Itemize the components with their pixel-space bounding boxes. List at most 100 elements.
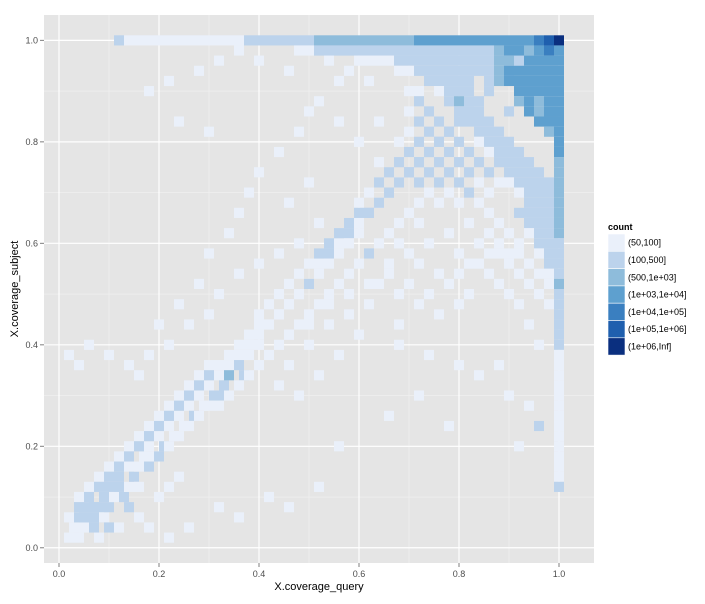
- heatmap-cell: [234, 360, 244, 371]
- heatmap-cell: [514, 299, 524, 310]
- heatmap-cell: [404, 278, 414, 289]
- heatmap-cell: [514, 207, 524, 218]
- legend-label: (1e+04,1e+05]: [628, 307, 687, 317]
- heatmap-cell: [344, 65, 354, 76]
- heatmap-cell: [534, 65, 544, 76]
- heatmap-cell: [454, 96, 464, 107]
- heatmap-cell: [544, 65, 554, 76]
- heatmap-cell: [504, 289, 514, 300]
- heatmap-cell: [94, 502, 104, 513]
- heatmap-cell: [194, 380, 204, 391]
- heatmap-cell: [74, 491, 84, 503]
- heatmap-cell: [484, 86, 494, 97]
- heatmap-cell: [404, 126, 414, 137]
- heatmap-cell: [444, 167, 454, 178]
- heatmap-cell: [554, 177, 564, 188]
- heatmap-cell: [334, 248, 344, 259]
- heatmap-cell: [534, 289, 544, 300]
- heatmap-cell: [554, 410, 564, 421]
- heatmap-cell: [544, 248, 554, 259]
- heatmap-cell: [524, 55, 534, 66]
- heatmap-cell: [524, 400, 534, 411]
- heatmap-cell: [174, 390, 184, 401]
- heatmap-cell: [164, 441, 174, 452]
- heatmap-cell: [274, 309, 284, 320]
- heatmap-cell: [524, 177, 534, 188]
- heatmap-cell: [484, 167, 494, 178]
- heatmap-cell: [144, 35, 154, 46]
- heatmap-cell: [434, 35, 444, 46]
- heatmap-cell: [494, 278, 504, 289]
- heatmap-cell: [204, 126, 214, 137]
- heatmap-cell: [474, 96, 484, 107]
- heatmap-cell: [464, 217, 474, 229]
- heatmap-cell: [514, 45, 524, 56]
- heatmap-cell: [324, 289, 334, 300]
- heatmap-cell: [444, 278, 454, 289]
- heatmap-cell: [554, 35, 564, 46]
- heatmap-cell: [404, 55, 414, 66]
- heatmap-cell: [534, 106, 544, 117]
- heatmap-cell: [524, 319, 534, 330]
- heatmap-cell: [184, 319, 194, 330]
- heatmap-cell: [554, 319, 564, 330]
- heatmap-cell: [244, 349, 254, 361]
- legend-label: (1e+06,Inf]: [628, 341, 671, 351]
- heatmap-cell: [554, 126, 564, 137]
- heatmap-cell: [544, 45, 554, 56]
- heatmap-cell: [424, 167, 434, 178]
- y-tick-label: 1.0: [25, 35, 38, 45]
- heatmap-cell: [474, 177, 484, 188]
- heatmap-cell: [514, 238, 524, 249]
- heatmap-cell: [334, 35, 344, 46]
- heatmap-cell: [554, 45, 564, 56]
- heatmap-cell: [284, 35, 294, 46]
- heatmap-cell: [134, 431, 144, 442]
- heatmap-cell: [514, 55, 524, 66]
- heatmap-cell: [384, 35, 394, 46]
- heatmap-cell: [394, 35, 404, 46]
- heatmap-cell: [364, 75, 374, 87]
- heatmap-cell: [424, 349, 434, 361]
- heatmap-cell: [414, 299, 424, 310]
- heatmap-cell: [484, 75, 494, 87]
- heatmap-cell: [554, 207, 564, 218]
- heatmap-cell: [284, 197, 294, 208]
- legend: count (50,100] (100,500] (500,1e+03] (1e+03…: [607, 222, 687, 356]
- heatmap-cell: [464, 45, 474, 56]
- heatmap-cell: [484, 116, 494, 127]
- heatmap-cell: [554, 461, 564, 472]
- heatmap-cell: [384, 167, 394, 178]
- heatmap-cell: [274, 380, 284, 391]
- legend-swatch: [607, 302, 626, 321]
- heatmap-cell: [524, 157, 534, 168]
- heatmap-cell: [424, 146, 434, 158]
- heatmap-cell: [214, 360, 224, 371]
- heatmap-cell: [484, 207, 494, 218]
- heatmap-cell: [394, 238, 404, 249]
- heatmap-cell: [554, 329, 564, 340]
- heatmap-cell: [194, 35, 204, 46]
- heatmap-cell: [404, 146, 414, 158]
- heatmap-cell: [504, 106, 514, 117]
- heatmap-cell: [164, 339, 174, 350]
- heatmap-cell: [254, 339, 264, 350]
- heatmap-cell: [414, 258, 424, 269]
- heatmap-cell: [294, 238, 304, 249]
- heatmap-cell: [504, 136, 514, 147]
- heatmap-cell: [124, 451, 134, 462]
- heatmap-cell: [514, 248, 524, 259]
- heatmap-cell: [504, 390, 514, 401]
- heatmap-cell: [384, 228, 394, 239]
- heatmap-cell: [104, 481, 114, 492]
- heatmap-cell: [404, 207, 414, 218]
- x-tick-label: 1.0: [553, 569, 566, 579]
- legend-swatch: [607, 320, 626, 339]
- heatmap-cell: [354, 228, 364, 239]
- heatmap-cell: [464, 75, 474, 87]
- heatmap-cell: [204, 400, 214, 411]
- heatmap-cell: [414, 65, 424, 76]
- y-tick-label: 0.0: [25, 543, 38, 553]
- heatmap-cell: [144, 441, 154, 452]
- heatmap-cell: [274, 146, 284, 158]
